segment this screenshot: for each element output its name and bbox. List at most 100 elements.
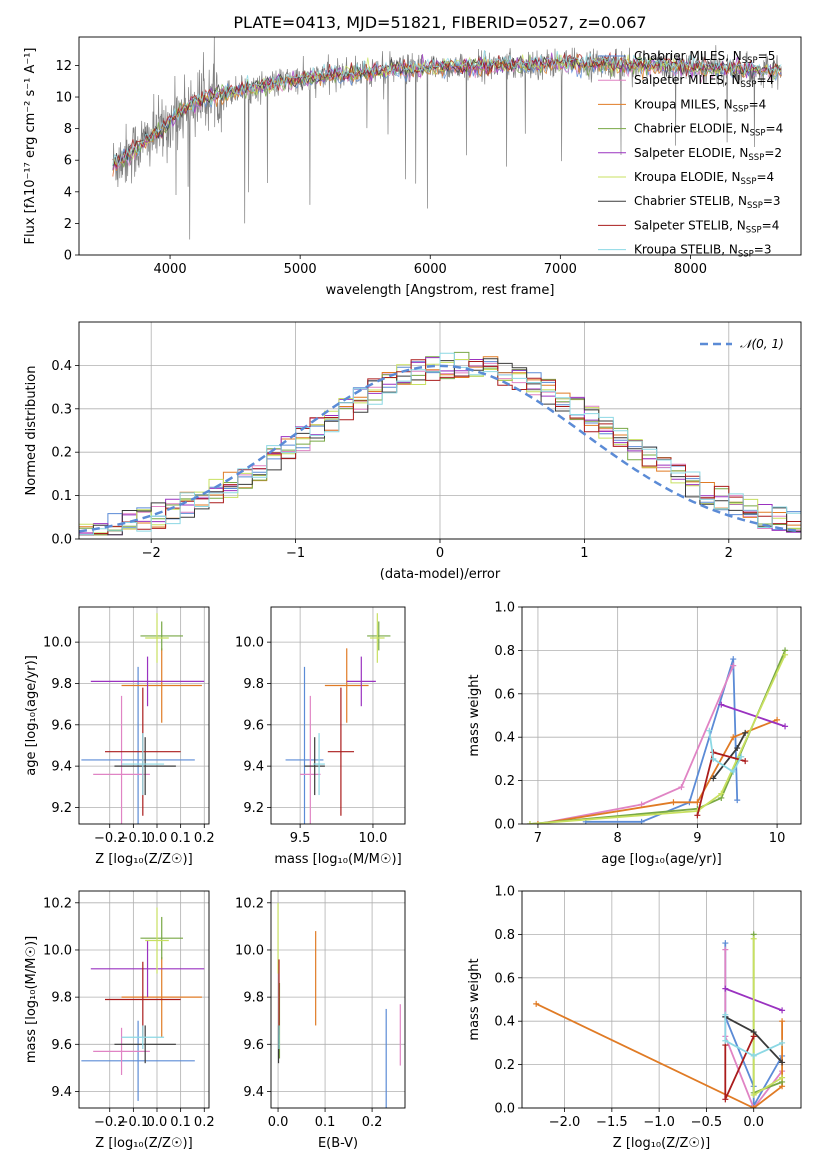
axes-frame [78, 36, 802, 256]
weight-marker [706, 727, 713, 734]
y-tick-label: 9.4 [243, 1085, 264, 1100]
legend-sub: SSP [746, 225, 762, 235]
y-tick-label: 0.4 [494, 1015, 515, 1030]
weight-marker [738, 753, 745, 760]
legend-prefix: Salpeter ELODIE, N [634, 146, 748, 160]
weight-marker [742, 729, 749, 736]
weight-line [585, 658, 739, 823]
y-tick-label: 0.0 [51, 533, 72, 548]
plot-area-mass-vs-Z [81, 907, 205, 1101]
weight-marker [750, 1091, 757, 1098]
weight-marker [730, 656, 737, 663]
y-tick-label: 0.2 [494, 774, 515, 789]
y-tick-label: 0 [64, 249, 72, 264]
weight-marker [730, 662, 737, 669]
weight-marker [722, 1011, 729, 1018]
residual-histogram [79, 352, 801, 536]
legend-suffix: =4 [756, 73, 774, 87]
weight-marker [638, 801, 645, 808]
weight-marker [710, 755, 717, 762]
weight-marker [750, 1033, 757, 1040]
x-tick-label: 0 [436, 546, 444, 561]
weight-marker [779, 1039, 786, 1046]
weight-marker [534, 821, 541, 824]
weight-line [529, 654, 786, 824]
plot-area-spectrum [112, 37, 782, 240]
x-axis-label: Z [log₁₀(Z/Z☉)] [95, 852, 192, 867]
y-tick-label: 9.6 [51, 1038, 72, 1053]
y-tick-label: 10.2 [43, 896, 72, 911]
weight-marker [718, 701, 725, 708]
legend-suffix: =3 [763, 194, 781, 208]
y-tick-label: 0.3 [51, 402, 72, 417]
legend-label: Chabrier MILES, NSSP=5 [634, 49, 775, 66]
x-tick-label: 0.2 [194, 831, 215, 846]
axes-frame [521, 890, 802, 1109]
weight-marker [774, 716, 781, 723]
legend-label: Kroupa MILES, NSSP=4 [634, 97, 766, 114]
y-tick-label: 9.8 [243, 991, 264, 1006]
weight-marker [730, 734, 737, 741]
weight-line [537, 718, 778, 824]
legend-sub: SSP [750, 129, 766, 139]
y-tick-label: 0.0 [494, 818, 515, 833]
model-spectrum [112, 50, 782, 167]
x-tick-label: 10.0 [358, 831, 387, 846]
axes-frame [78, 890, 210, 1109]
x-axis-label: (data-model)/error [380, 567, 501, 582]
legend-suffix: =4 [756, 170, 774, 184]
weight-marker [533, 1000, 540, 1007]
y-tick-label: 0.6 [494, 687, 515, 702]
y-tick-label: 9.6 [51, 718, 72, 733]
weight-line [724, 1014, 783, 1057]
legend-prefix: Kroupa MILES, N [634, 97, 733, 111]
x-tick-label: 9.5 [290, 831, 311, 846]
x-tick-label: 0.2 [362, 1115, 383, 1130]
legend-prefix: Chabrier STELIB, N [634, 194, 747, 208]
y-tick-label: 9.2 [51, 801, 72, 816]
weight-marker [710, 775, 717, 782]
legend-sub: SSP [742, 56, 758, 66]
x-tick-label: 7000 [544, 262, 577, 277]
panel-weight-vs-Z: −2.0 −1.5 −1.0 −0.5 0.0 0.0 0.2 0.4 0.6 0.8 1.0 Z [… [467, 885, 802, 1151]
weight-marker [750, 1105, 757, 1108]
y-tick-label: 9.4 [243, 760, 264, 775]
legend-sub: SSP [748, 153, 764, 163]
legend-sub: SSP [741, 177, 757, 187]
weight-marker [678, 784, 685, 791]
x-tick-label: −2 [142, 546, 161, 561]
x-tick-label: −0.5 [691, 1115, 723, 1130]
x-axis-label: Z [log₁₀(Z/Z☉)] [613, 1136, 710, 1151]
x-tick-label: 0.0 [743, 1115, 764, 1130]
legend-label: Chabrier STELIB, NSSP=3 [634, 194, 781, 211]
weight-marker [779, 1059, 786, 1066]
legend-label: Salpeter ELODIE, NSSP=2 [634, 146, 782, 163]
plot-area-age-vs-Z [81, 613, 205, 824]
y-axis-label: age [log₁₀(age/yr)] [24, 655, 39, 776]
normal-curve [79, 364, 801, 533]
weight-line [721, 703, 786, 728]
y-tick-label: 2 [64, 217, 72, 232]
x-tick-label: −1.5 [596, 1115, 628, 1130]
panel-mass-vs-Z: −0.2−0.10.0 0.1 0.2 9.4 9.6 9.8 10.0 10.2 Z [log… [24, 890, 215, 1151]
y-axis-label: Flux [fλ10⁻¹⁷ erg cm⁻² s⁻¹ A⁻¹] [23, 48, 38, 245]
x-tick-label: 6000 [414, 262, 447, 277]
axes-frame [270, 606, 406, 825]
weight-line [724, 949, 783, 1108]
panel-mass-vs-ebv: 0.0 0.1 0.2 9.4 9.6 9.8 10.0 10.2 E(B-V) [235, 890, 406, 1151]
panel-age-vs-mass: 9.5 10.0 9.2 9.4 9.6 9.8 10.0 mass [log₁₀(M/M☉)… [235, 606, 406, 867]
x-axis-label: E(B-V) [318, 1136, 358, 1151]
legend-prefix: Kroupa STELIB, N [634, 243, 738, 257]
legend-prefix: Kroupa ELODIE, N [634, 170, 741, 184]
y-tick-label: 9.4 [51, 1085, 72, 1100]
legend-label: Chabrier ELODIE, NSSP=4 [634, 122, 783, 139]
y-tick-label: 0.2 [51, 446, 72, 461]
y-tick-label: 0.1 [51, 489, 72, 504]
weight-marker [718, 790, 725, 797]
y-axis-label: mass weight [467, 958, 482, 1040]
y-tick-label: 0.2 [494, 1058, 515, 1073]
weight-marker [694, 799, 701, 806]
x-tick-label: −0.1 [118, 1115, 150, 1130]
weight-marker [722, 1096, 729, 1103]
y-axis-label: mass weight [467, 674, 482, 756]
